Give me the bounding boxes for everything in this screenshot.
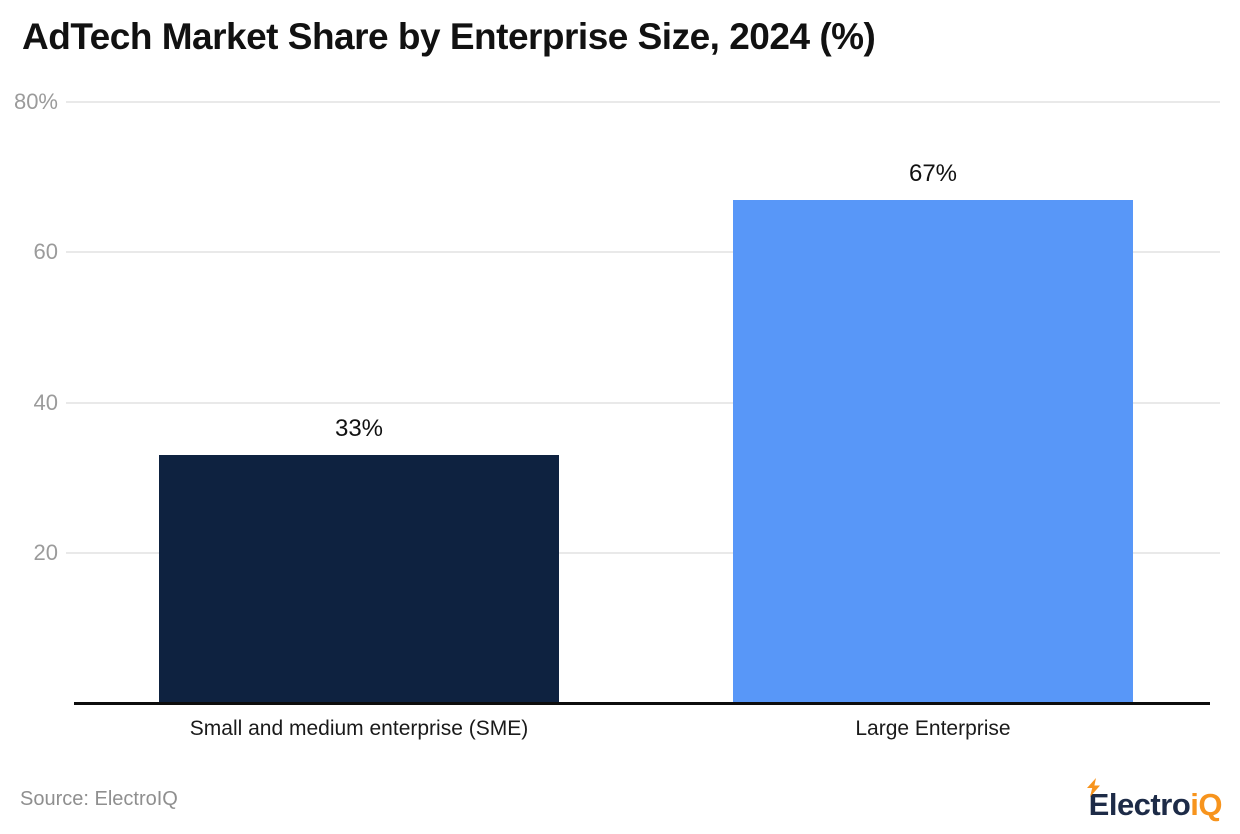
plot-area: 33% Small and medium enterprise (SME) 67% L… — [66, 101, 1220, 740]
bar-sme — [159, 455, 559, 703]
logo-text-primary: Electro — [1088, 787, 1191, 822]
gridline-60 — [66, 251, 1220, 254]
bar-slot-sme: 33% Small and medium enterprise (SME) — [72, 102, 646, 740]
bar-large-enterprise — [733, 199, 1133, 703]
bar-value-label-sme: 33% — [334, 415, 384, 443]
gridline-20 — [66, 551, 1220, 554]
bar-slot-large-enterprise: 67% Large Enterprise — [646, 102, 1220, 740]
chart-title: AdTech Market Share by Enterprise Size, … — [22, 16, 876, 57]
source-note: Source: ElectroIQ — [20, 788, 178, 810]
gridline-80 — [66, 101, 1220, 103]
bar-value-label-large-enterprise: 67% — [908, 159, 958, 187]
x-axis-label-sme: Small and medium enterprise (SME) — [189, 717, 529, 740]
electroiq-logo: ElectroiQ — [1086, 778, 1222, 823]
x-axis-label-large-enterprise: Large Enterprise — [855, 717, 1011, 740]
y-axis: 20 40 60 80% — [0, 89, 58, 703]
lightning-bolt-icon — [1086, 778, 1100, 797]
y-tick-label-60: 60 — [33, 239, 58, 265]
gridline-40 — [66, 401, 1220, 404]
y-tick-label-20: 20 — [33, 539, 58, 565]
y-tick-label-40: 40 — [33, 389, 58, 415]
y-tick-label-80: 80% — [13, 89, 58, 114]
logo-text-accent: iQ — [1190, 787, 1222, 822]
